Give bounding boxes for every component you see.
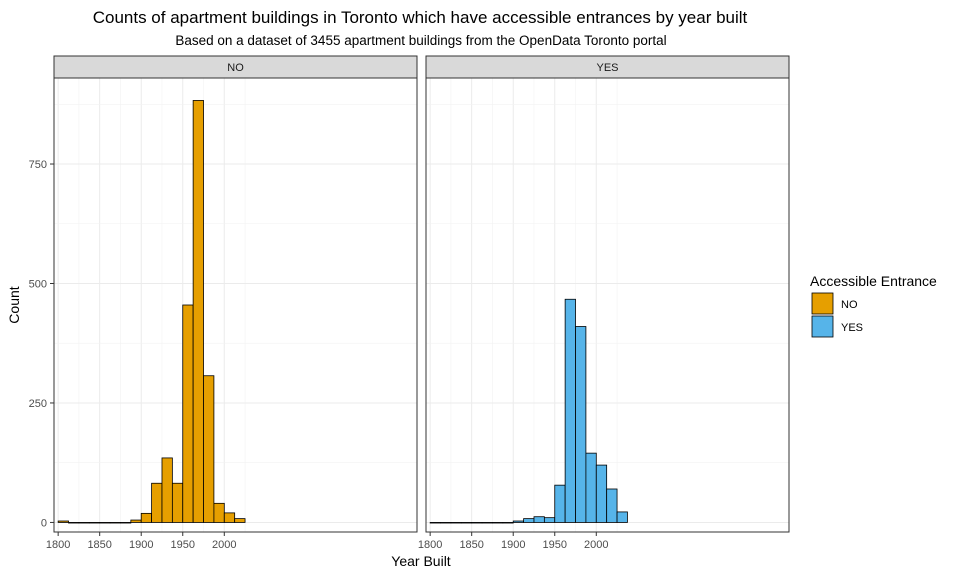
panel-background <box>426 78 789 532</box>
bar <box>481 522 493 524</box>
y-tick-label: 750 <box>29 159 47 171</box>
legend-title: Accessible Entrance <box>810 273 937 289</box>
bar <box>99 522 111 524</box>
bar <box>533 516 545 523</box>
bar <box>460 522 473 524</box>
bar <box>440 522 452 524</box>
bar <box>450 522 462 524</box>
bar <box>192 100 204 523</box>
bar <box>88 522 101 524</box>
x-axis-title: Year Built <box>391 553 451 569</box>
bar <box>161 457 173 523</box>
y-tick-label: 0 <box>41 517 47 529</box>
y-axis-title: Count <box>6 286 22 323</box>
bar <box>585 452 597 523</box>
legend-key-no <box>811 292 834 315</box>
bar <box>57 520 69 523</box>
bar <box>130 519 142 523</box>
x-tick-label: 1850 <box>459 539 483 551</box>
panel-border <box>425 77 790 533</box>
panel-yes: YES 1800 1850 1900 1950 2000 <box>418 55 790 551</box>
x-tick-label: 1800 <box>418 539 442 551</box>
legend-label-yes: YES <box>841 322 863 334</box>
bar <box>564 298 576 523</box>
bar <box>502 522 514 524</box>
legend-label-no: NO <box>841 299 858 311</box>
bar <box>595 464 608 523</box>
legend-key-yes <box>811 315 834 338</box>
bar <box>606 488 618 523</box>
bar <box>223 512 236 523</box>
facet-strip-label: YES <box>596 62 618 74</box>
bar <box>575 326 587 523</box>
bar <box>120 522 132 524</box>
panel-background <box>54 78 417 532</box>
bar <box>234 518 246 523</box>
bar <box>512 520 525 523</box>
chart-title: Counts of apartment buildings in Toronto… <box>93 8 748 27</box>
x-tick-label: 1900 <box>501 539 525 551</box>
bar <box>68 522 80 524</box>
bars <box>57 100 246 524</box>
y-tick-label: 500 <box>29 278 47 290</box>
panel-no: NO 1800 1850 1900 1950 2000 <box>46 55 418 551</box>
bar <box>109 522 121 524</box>
facet-panels: NO 1800 1850 1900 1950 2000 YES 1800 1850 1900 195… <box>29 55 790 551</box>
x-tick-label: 1950 <box>543 539 567 551</box>
bar <box>523 518 535 523</box>
bar <box>429 522 441 524</box>
bar <box>182 304 194 523</box>
x-tick-label: 2000 <box>584 539 608 551</box>
x-tick-label: 1950 <box>171 539 195 551</box>
bar <box>151 482 163 523</box>
bar <box>471 522 483 524</box>
x-tick-label: 1800 <box>46 539 70 551</box>
legend: Accessible Entrance NO YES <box>810 273 937 338</box>
bar <box>171 482 184 523</box>
bar <box>492 522 504 524</box>
bar <box>213 502 225 523</box>
x-tick-label: 2000 <box>212 539 236 551</box>
bar <box>616 511 628 523</box>
y-tick-label: 250 <box>29 398 47 410</box>
panel-border <box>53 77 418 533</box>
x-tick-label: 1850 <box>87 539 111 551</box>
bar <box>140 512 153 523</box>
facet-strip-label: NO <box>227 62 244 74</box>
bars <box>429 298 628 524</box>
bar <box>203 375 215 523</box>
bar <box>543 517 556 523</box>
chart-subtitle: Based on a dataset of 3455 apartment bui… <box>175 33 666 48</box>
bar <box>78 522 90 524</box>
x-tick-label: 1900 <box>129 539 153 551</box>
bar <box>554 484 566 523</box>
